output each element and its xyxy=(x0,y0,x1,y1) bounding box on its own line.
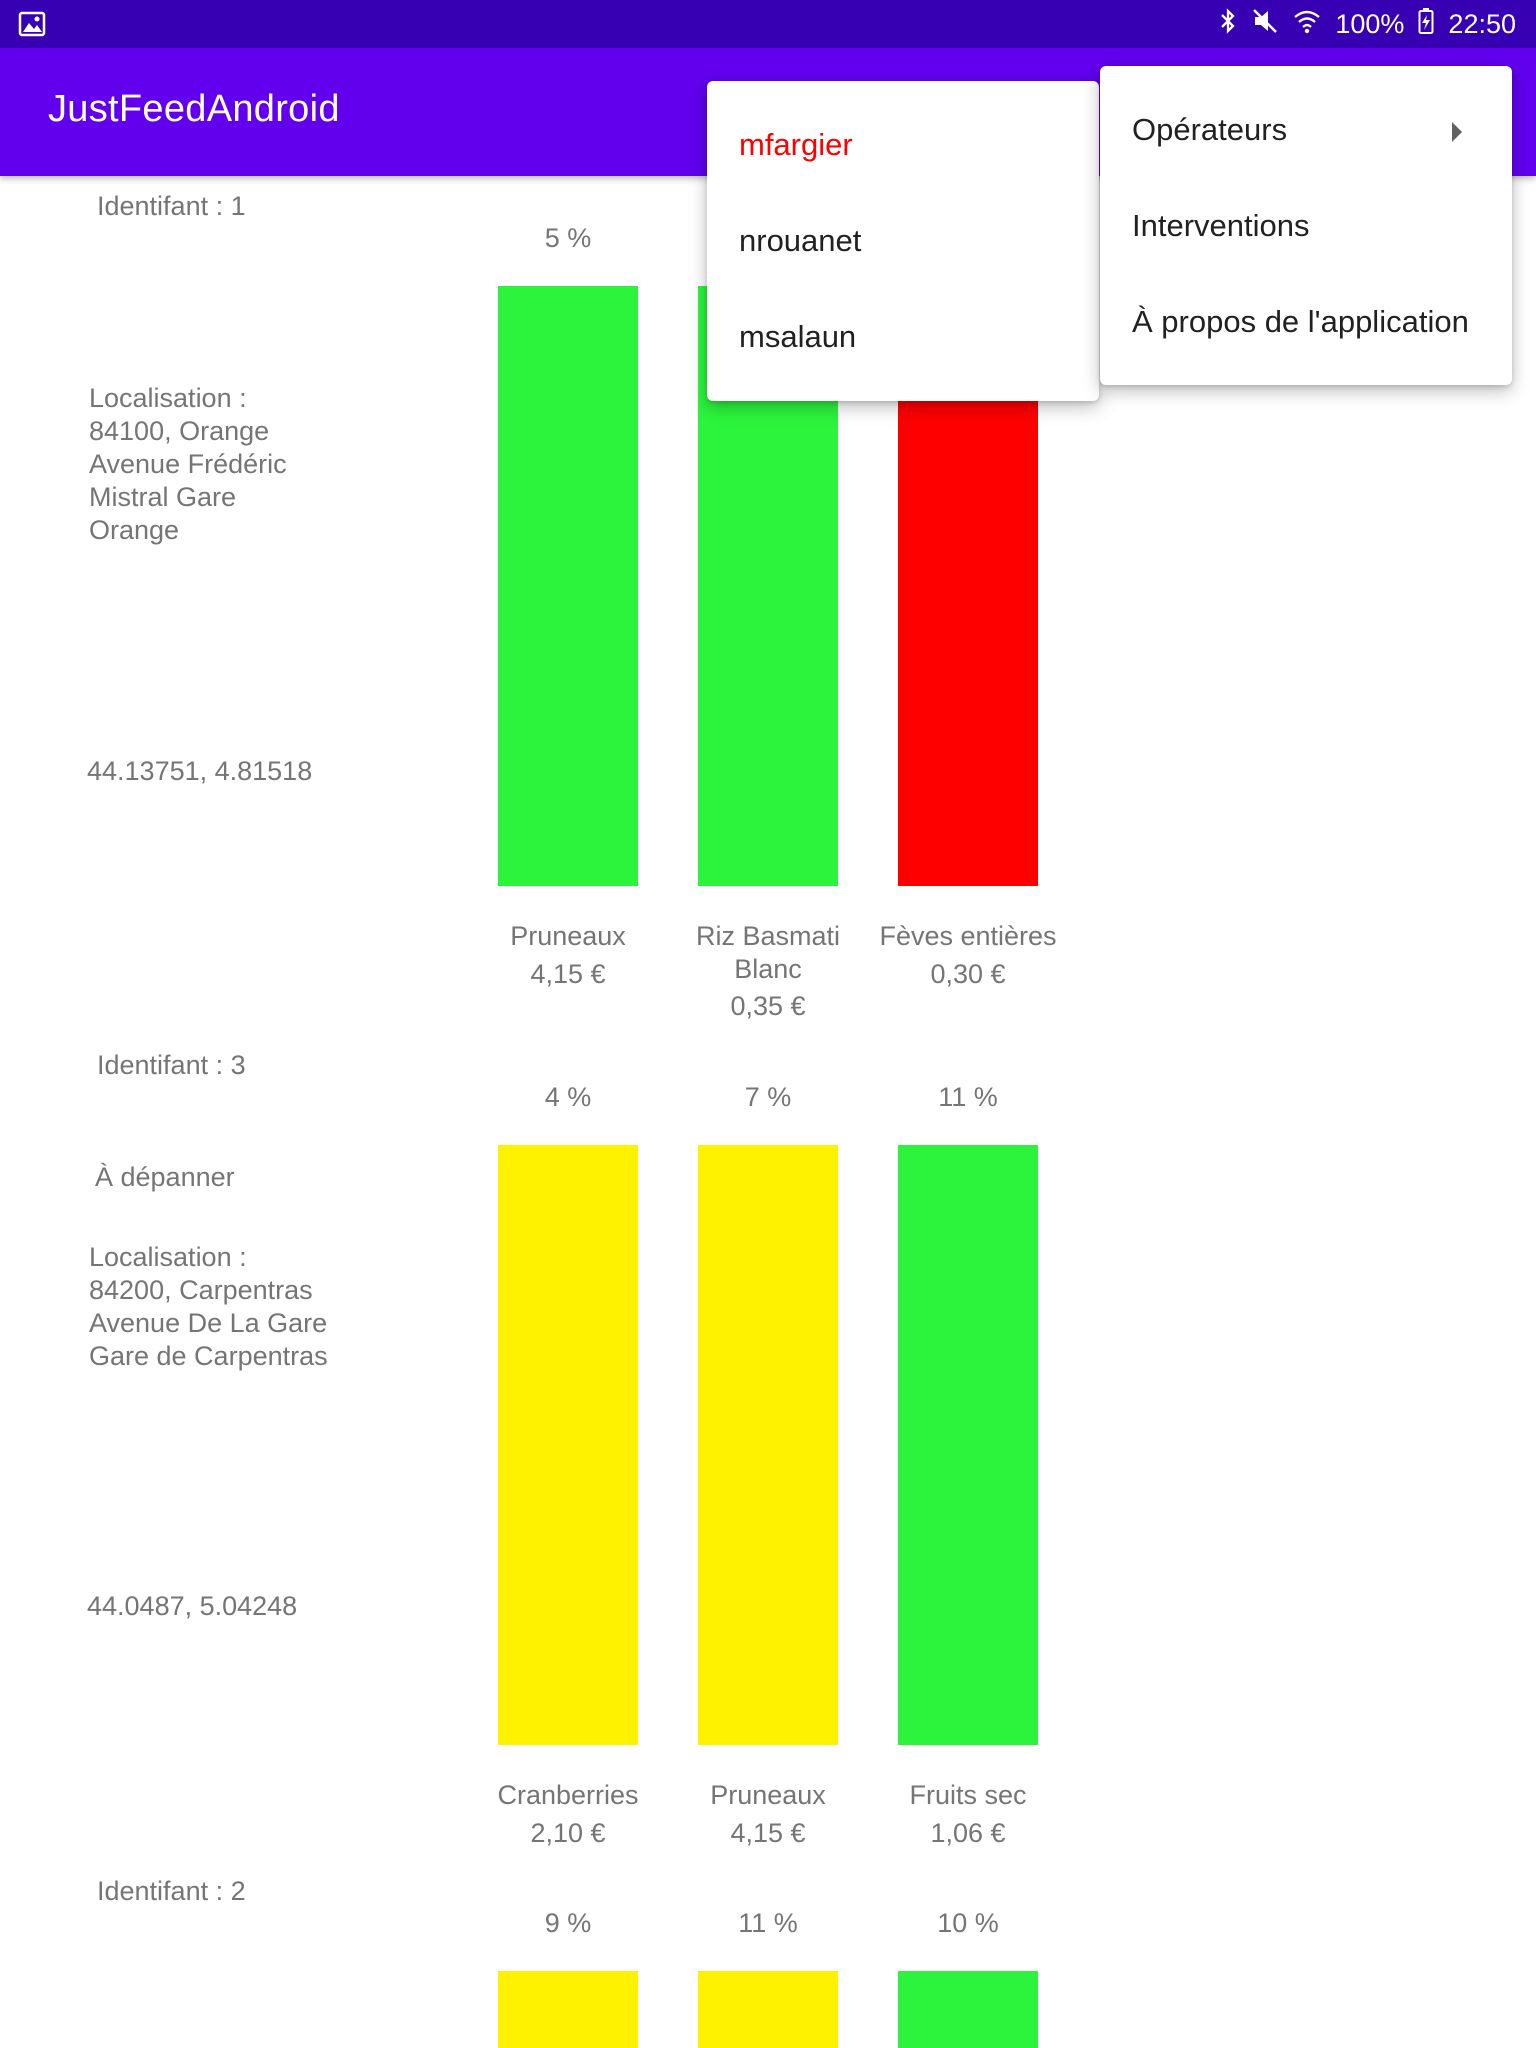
wifi-icon xyxy=(1293,7,1321,42)
battery-charging-icon xyxy=(1418,7,1434,42)
product-name: Fèves entières xyxy=(879,921,1057,951)
machine-location: Localisation : 84100, Orange Avenue Fréd… xyxy=(89,383,287,545)
product-fill-percent: 7 % xyxy=(744,1082,792,1112)
menu-item-label: nrouanet xyxy=(739,223,862,258)
overflow-menu: Opérateurs Interventions À propos de l'a… xyxy=(1100,66,1512,385)
status-bar: 100% 22:50 xyxy=(0,0,1536,48)
product-price: 1,06 € xyxy=(930,1818,1006,1848)
product-price: 2,10 € xyxy=(530,1818,606,1848)
product-name: Pruneaux xyxy=(510,921,626,951)
product-price: 4,15 € xyxy=(730,1818,806,1848)
product-name: Cranberries xyxy=(497,1780,639,1810)
menu-item-interventions[interactable]: Interventions xyxy=(1100,178,1512,274)
menu-item-label: Interventions xyxy=(1132,208,1310,243)
image-icon xyxy=(18,10,46,43)
product-name: Fruits sec xyxy=(909,1780,1027,1810)
product-fill-percent: 11 % xyxy=(938,1082,998,1112)
machine-id-label: Identifant : 2 xyxy=(97,1876,246,1906)
product-fill-bar[interactable] xyxy=(498,286,638,886)
bluetooth-icon xyxy=(1219,7,1237,42)
product-fill-bar[interactable] xyxy=(698,1971,838,2048)
menu-item-about[interactable]: À propos de l'application xyxy=(1100,274,1512,370)
product-fill-percent: 5 % xyxy=(544,223,592,253)
operator-menu-item-msalaun[interactable]: msalaun xyxy=(707,289,1099,385)
operator-menu-item-mfargier[interactable]: mfargier xyxy=(707,97,1099,193)
machine-id-label: Identifant : 1 xyxy=(97,191,246,221)
product-fill-percent: 11 % xyxy=(738,1908,798,1938)
machine-coordinates: 44.0487, 5.04248 xyxy=(87,1591,298,1621)
operators-submenu: mfargier nrouanet msalaun xyxy=(707,81,1099,401)
clock: 22:50 xyxy=(1448,8,1516,39)
app-title: JustFeedAndroid xyxy=(48,88,340,130)
product-fill-percent: 4 % xyxy=(544,1082,592,1112)
submenu-arrow-icon xyxy=(1450,116,1464,152)
menu-item-label: À propos de l'application xyxy=(1132,304,1469,339)
product-fill-percent: 9 % xyxy=(544,1908,592,1938)
product-fill-bar[interactable] xyxy=(898,1971,1038,2048)
product-fill-bar[interactable] xyxy=(498,1145,638,1745)
machine-status: À dépanner xyxy=(95,1162,235,1192)
product-price: 0,30 € xyxy=(930,959,1006,989)
mute-icon xyxy=(1251,7,1279,42)
menu-item-label: Opérateurs xyxy=(1132,112,1288,147)
machine-location: Localisation : 84200, Carpentras Avenue … xyxy=(89,1242,328,1371)
battery-percent: 100% xyxy=(1335,8,1405,39)
menu-item-operateurs[interactable]: Opérateurs xyxy=(1100,82,1512,178)
menu-item-label: mfargier xyxy=(739,127,853,162)
product-fill-bar[interactable] xyxy=(698,1145,838,1745)
product-price: 4,15 € xyxy=(530,959,606,989)
product-name: Pruneaux xyxy=(710,1780,826,1810)
product-fill-bar[interactable] xyxy=(898,1145,1038,1745)
product-name: Riz Basmati Blanc xyxy=(695,921,841,984)
product-price: 0,35 € xyxy=(730,991,806,1021)
machine-id-label: Identifant : 3 xyxy=(97,1050,246,1080)
operator-menu-item-nrouanet[interactable]: nrouanet xyxy=(707,193,1099,289)
product-fill-percent: 10 % xyxy=(937,1908,999,1938)
menu-item-label: msalaun xyxy=(739,319,857,354)
machine-coordinates: 44.13751, 4.81518 xyxy=(87,756,313,786)
product-fill-bar[interactable] xyxy=(498,1971,638,2048)
